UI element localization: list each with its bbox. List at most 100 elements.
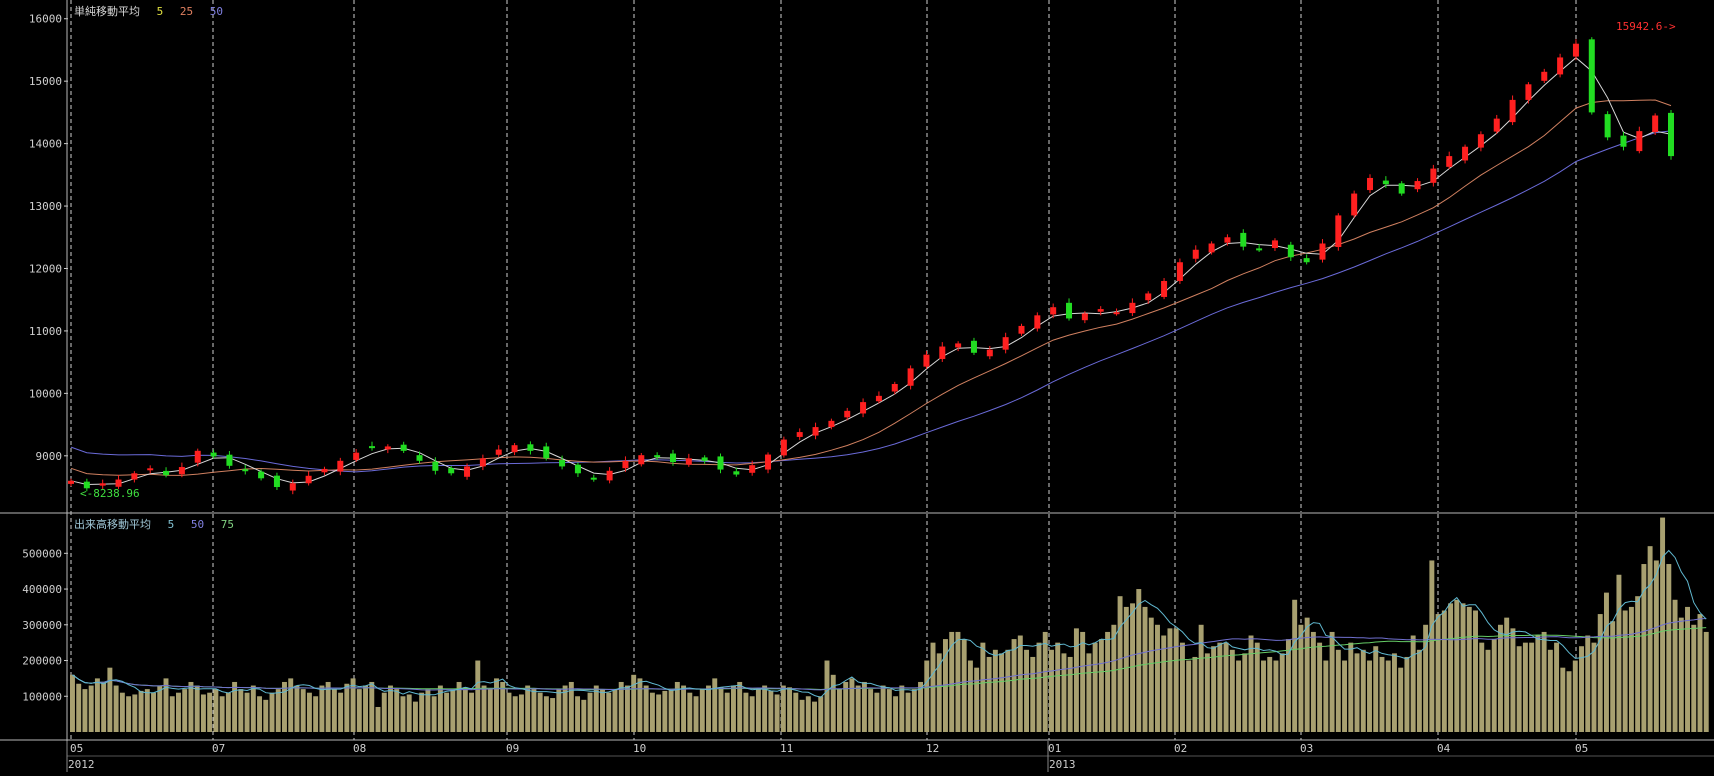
candle-body bbox=[606, 470, 613, 481]
volume-bar bbox=[144, 689, 150, 732]
candle-body bbox=[527, 444, 534, 451]
volume-bar bbox=[263, 699, 269, 732]
candle-body bbox=[654, 455, 661, 458]
volume-title-text: 出来高移動平均 bbox=[74, 517, 151, 531]
high-marker: 15942.6-> bbox=[1616, 20, 1676, 33]
low-marker: <-8238.96 bbox=[80, 487, 140, 500]
volume-bar bbox=[612, 689, 618, 732]
price-gridlines bbox=[70, 0, 1577, 740]
volume-bar bbox=[1267, 656, 1273, 732]
volume-bar bbox=[406, 694, 412, 732]
volume-bar bbox=[1697, 614, 1703, 732]
volume-bar bbox=[1585, 635, 1591, 732]
volume-bar bbox=[967, 660, 973, 732]
candle-body bbox=[163, 470, 170, 476]
volume-tick-label: 400000 bbox=[22, 583, 62, 596]
volume-bar bbox=[543, 696, 549, 732]
candle-body bbox=[178, 467, 185, 475]
volume-bar bbox=[1398, 667, 1404, 732]
candle-body bbox=[1271, 240, 1278, 249]
volume-bar bbox=[674, 681, 680, 732]
volume-bar bbox=[250, 685, 256, 732]
volume-bar bbox=[306, 692, 312, 732]
volume-bar bbox=[955, 631, 961, 732]
volume-bar bbox=[936, 653, 942, 732]
volume-bar bbox=[1597, 614, 1603, 732]
candle-body bbox=[1509, 99, 1516, 123]
candle-body bbox=[749, 465, 756, 473]
volume-bar bbox=[425, 689, 431, 732]
candle-body bbox=[796, 432, 803, 437]
volume-bar bbox=[494, 678, 499, 732]
volume-bar bbox=[1628, 606, 1634, 732]
volume-bar bbox=[618, 681, 624, 732]
volume-bar bbox=[724, 692, 730, 732]
candle-body bbox=[622, 460, 629, 469]
volume-bar bbox=[525, 685, 531, 732]
volume-bar bbox=[431, 696, 437, 732]
volume-bar bbox=[138, 690, 144, 732]
volume-bar bbox=[107, 667, 113, 732]
volume-bar bbox=[706, 685, 711, 732]
volume-bar bbox=[1042, 631, 1048, 732]
volume-bar bbox=[1460, 603, 1466, 732]
volume-bar bbox=[194, 685, 200, 732]
volume-bar bbox=[444, 692, 450, 732]
volume-bar bbox=[506, 692, 512, 732]
volume-bar bbox=[537, 692, 543, 732]
volume-bar bbox=[356, 689, 362, 732]
volume-bar bbox=[1653, 560, 1659, 732]
volume-panel: 100000 200000 300000 400000 500000 出来高移動平均 5… bbox=[22, 514, 1709, 740]
candle-body bbox=[1335, 215, 1342, 248]
volume-bar bbox=[344, 683, 350, 732]
year-labels: 2012 2013 bbox=[66, 741, 1076, 772]
volume-bar bbox=[986, 656, 992, 732]
candle-body bbox=[1176, 262, 1183, 281]
price-tick-label: 10000 bbox=[29, 387, 62, 400]
candle-body bbox=[1525, 84, 1532, 100]
volume-bar bbox=[737, 681, 743, 732]
volume-bar bbox=[1385, 660, 1391, 732]
candle-body bbox=[1367, 177, 1374, 191]
volume-bar bbox=[481, 685, 487, 732]
month-label: 01 bbox=[1048, 742, 1061, 755]
volume-bar bbox=[119, 692, 125, 732]
volume-bar bbox=[1236, 660, 1242, 732]
volume-bar bbox=[1073, 628, 1079, 732]
volume-bar bbox=[1379, 656, 1385, 732]
volume-bar bbox=[999, 653, 1005, 732]
volume-bar bbox=[1130, 603, 1136, 732]
volume-bar bbox=[1335, 649, 1341, 732]
volume-bar bbox=[768, 690, 774, 732]
price-tick-label: 9000 bbox=[36, 450, 63, 463]
volume-bar bbox=[943, 639, 948, 732]
volume-bar bbox=[855, 685, 861, 732]
volume-bar bbox=[313, 696, 319, 732]
volume-bar bbox=[1423, 624, 1429, 732]
candle-body bbox=[669, 453, 676, 463]
volume-bar bbox=[556, 689, 562, 732]
volume-ma-5-line bbox=[72, 549, 1707, 698]
volume-bar bbox=[793, 692, 799, 732]
volume-bar bbox=[1429, 560, 1435, 732]
candle-body bbox=[131, 473, 138, 480]
volume-bar bbox=[518, 694, 524, 732]
candle-body bbox=[1224, 237, 1231, 243]
year-label: 2012 bbox=[68, 758, 95, 771]
volume-bar bbox=[886, 689, 892, 732]
volume-bar bbox=[1454, 599, 1460, 732]
volume-bar bbox=[1622, 610, 1628, 732]
volume-bar bbox=[780, 685, 786, 732]
volume-bar bbox=[282, 681, 287, 732]
volume-tick-label: 100000 bbox=[22, 690, 62, 703]
volume-bar bbox=[1229, 649, 1235, 732]
volume-bar bbox=[363, 685, 369, 732]
volume-bar bbox=[157, 685, 163, 732]
volume-bar bbox=[1610, 621, 1616, 732]
volume-bar bbox=[1148, 617, 1154, 732]
candle-body bbox=[1588, 39, 1595, 113]
volume-bar bbox=[1516, 646, 1522, 732]
candle-body bbox=[1208, 243, 1215, 253]
price-period-2: 25 bbox=[180, 5, 193, 18]
candle-body bbox=[464, 466, 471, 477]
